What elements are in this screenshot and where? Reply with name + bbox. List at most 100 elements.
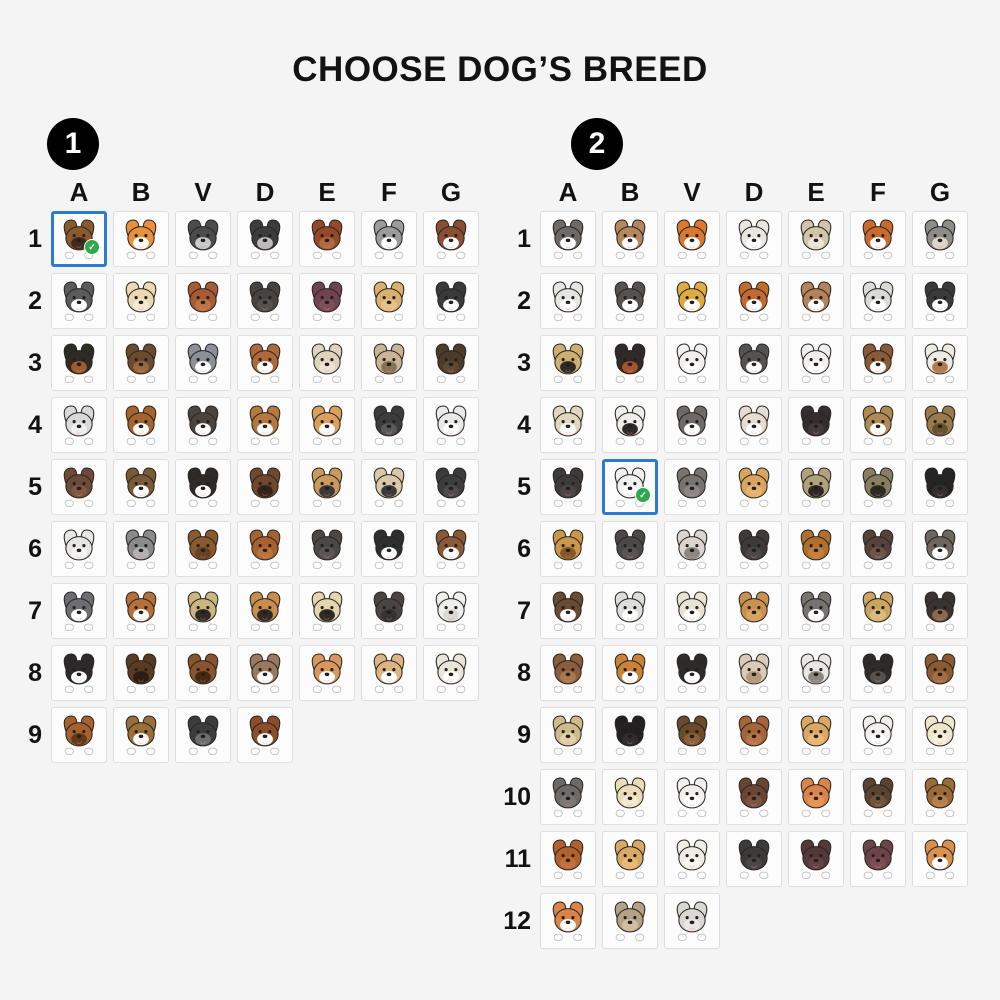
breed-cell-1-D2[interactable] — [237, 273, 293, 329]
breed-cell-2-A3[interactable] — [540, 335, 596, 391]
breed-cell-1-B1[interactable] — [113, 211, 169, 267]
breed-cell-1-F5[interactable] — [361, 459, 417, 515]
breed-cell-1-A3[interactable] — [51, 335, 107, 391]
breed-cell-2-V7[interactable] — [664, 583, 720, 639]
breed-cell-2-V11[interactable] — [664, 831, 720, 887]
breed-cell-2-D9[interactable] — [726, 707, 782, 763]
breed-cell-1-D9[interactable] — [237, 707, 293, 763]
breed-cell-2-B6[interactable] — [602, 521, 658, 577]
breed-cell-1-G5[interactable] — [423, 459, 479, 515]
breed-cell-2-A4[interactable] — [540, 397, 596, 453]
breed-cell-2-V2[interactable] — [664, 273, 720, 329]
breed-cell-2-V9[interactable] — [664, 707, 720, 763]
breed-cell-2-A11[interactable] — [540, 831, 596, 887]
breed-cell-2-B9[interactable] — [602, 707, 658, 763]
breed-cell-2-E6[interactable] — [788, 521, 844, 577]
breed-cell-1-E2[interactable] — [299, 273, 355, 329]
breed-cell-1-E1[interactable] — [299, 211, 355, 267]
breed-cell-1-V3[interactable] — [175, 335, 231, 391]
breed-cell-1-G2[interactable] — [423, 273, 479, 329]
breed-cell-1-E3[interactable] — [299, 335, 355, 391]
breed-cell-2-V3[interactable] — [664, 335, 720, 391]
breed-cell-1-D8[interactable] — [237, 645, 293, 701]
breed-cell-2-A8[interactable] — [540, 645, 596, 701]
breed-cell-1-E5[interactable] — [299, 459, 355, 515]
breed-cell-2-G10[interactable] — [912, 769, 968, 825]
breed-cell-2-B11[interactable] — [602, 831, 658, 887]
breed-cell-2-E11[interactable] — [788, 831, 844, 887]
breed-cell-1-B6[interactable] — [113, 521, 169, 577]
breed-cell-1-F8[interactable] — [361, 645, 417, 701]
breed-cell-2-G1[interactable] — [912, 211, 968, 267]
breed-cell-1-V7[interactable] — [175, 583, 231, 639]
breed-cell-2-V4[interactable] — [664, 397, 720, 453]
breed-cell-1-V4[interactable] — [175, 397, 231, 453]
breed-cell-1-F3[interactable] — [361, 335, 417, 391]
breed-cell-1-A2[interactable] — [51, 273, 107, 329]
breed-cell-2-A1[interactable] — [540, 211, 596, 267]
breed-cell-2-B3[interactable] — [602, 335, 658, 391]
breed-cell-1-D4[interactable] — [237, 397, 293, 453]
breed-cell-1-B7[interactable] — [113, 583, 169, 639]
breed-cell-2-G8[interactable] — [912, 645, 968, 701]
breed-cell-1-V2[interactable] — [175, 273, 231, 329]
breed-cell-2-D2[interactable] — [726, 273, 782, 329]
breed-cell-2-B1[interactable] — [602, 211, 658, 267]
breed-cell-2-D5[interactable] — [726, 459, 782, 515]
breed-cell-2-D8[interactable] — [726, 645, 782, 701]
breed-cell-2-V12[interactable] — [664, 893, 720, 949]
breed-cell-1-E7[interactable] — [299, 583, 355, 639]
breed-cell-2-F8[interactable] — [850, 645, 906, 701]
breed-cell-2-V8[interactable] — [664, 645, 720, 701]
breed-cell-1-B5[interactable] — [113, 459, 169, 515]
breed-cell-2-B8[interactable] — [602, 645, 658, 701]
breed-cell-1-A4[interactable] — [51, 397, 107, 453]
breed-cell-2-D7[interactable] — [726, 583, 782, 639]
breed-cell-2-G2[interactable] — [912, 273, 968, 329]
breed-cell-2-D4[interactable] — [726, 397, 782, 453]
breed-cell-1-G4[interactable] — [423, 397, 479, 453]
breed-cell-2-A5[interactable] — [540, 459, 596, 515]
breed-cell-1-V5[interactable] — [175, 459, 231, 515]
breed-cell-2-G11[interactable] — [912, 831, 968, 887]
breed-cell-2-A6[interactable] — [540, 521, 596, 577]
breed-cell-2-E5[interactable] — [788, 459, 844, 515]
breed-cell-1-G7[interactable] — [423, 583, 479, 639]
breed-cell-2-F5[interactable] — [850, 459, 906, 515]
breed-cell-2-F9[interactable] — [850, 707, 906, 763]
breed-cell-1-E8[interactable] — [299, 645, 355, 701]
breed-cell-2-E4[interactable] — [788, 397, 844, 453]
breed-cell-2-A10[interactable] — [540, 769, 596, 825]
breed-cell-2-F3[interactable] — [850, 335, 906, 391]
breed-cell-1-D7[interactable] — [237, 583, 293, 639]
breed-cell-1-B8[interactable] — [113, 645, 169, 701]
breed-cell-1-V9[interactable] — [175, 707, 231, 763]
breed-cell-1-F1[interactable] — [361, 211, 417, 267]
breed-cell-1-A1[interactable]: ✓ — [51, 211, 107, 267]
breed-cell-1-B2[interactable] — [113, 273, 169, 329]
breed-cell-1-D3[interactable] — [237, 335, 293, 391]
breed-cell-2-B5[interactable]: ✓ — [602, 459, 658, 515]
breed-cell-2-A9[interactable] — [540, 707, 596, 763]
breed-cell-2-B7[interactable] — [602, 583, 658, 639]
breed-cell-1-D1[interactable] — [237, 211, 293, 267]
breed-cell-2-G4[interactable] — [912, 397, 968, 453]
breed-cell-1-D5[interactable] — [237, 459, 293, 515]
breed-cell-1-G3[interactable] — [423, 335, 479, 391]
breed-cell-2-D11[interactable] — [726, 831, 782, 887]
breed-cell-2-V6[interactable] — [664, 521, 720, 577]
breed-cell-1-G6[interactable] — [423, 521, 479, 577]
breed-cell-2-D1[interactable] — [726, 211, 782, 267]
breed-cell-1-A7[interactable] — [51, 583, 107, 639]
breed-cell-2-D10[interactable] — [726, 769, 782, 825]
breed-cell-1-A6[interactable] — [51, 521, 107, 577]
breed-cell-1-A8[interactable] — [51, 645, 107, 701]
breed-cell-1-A9[interactable] — [51, 707, 107, 763]
breed-cell-1-F7[interactable] — [361, 583, 417, 639]
breed-cell-2-F11[interactable] — [850, 831, 906, 887]
breed-cell-1-V1[interactable] — [175, 211, 231, 267]
breed-cell-1-G1[interactable] — [423, 211, 479, 267]
breed-cell-2-D6[interactable] — [726, 521, 782, 577]
breed-cell-1-A5[interactable] — [51, 459, 107, 515]
breed-cell-2-B12[interactable] — [602, 893, 658, 949]
